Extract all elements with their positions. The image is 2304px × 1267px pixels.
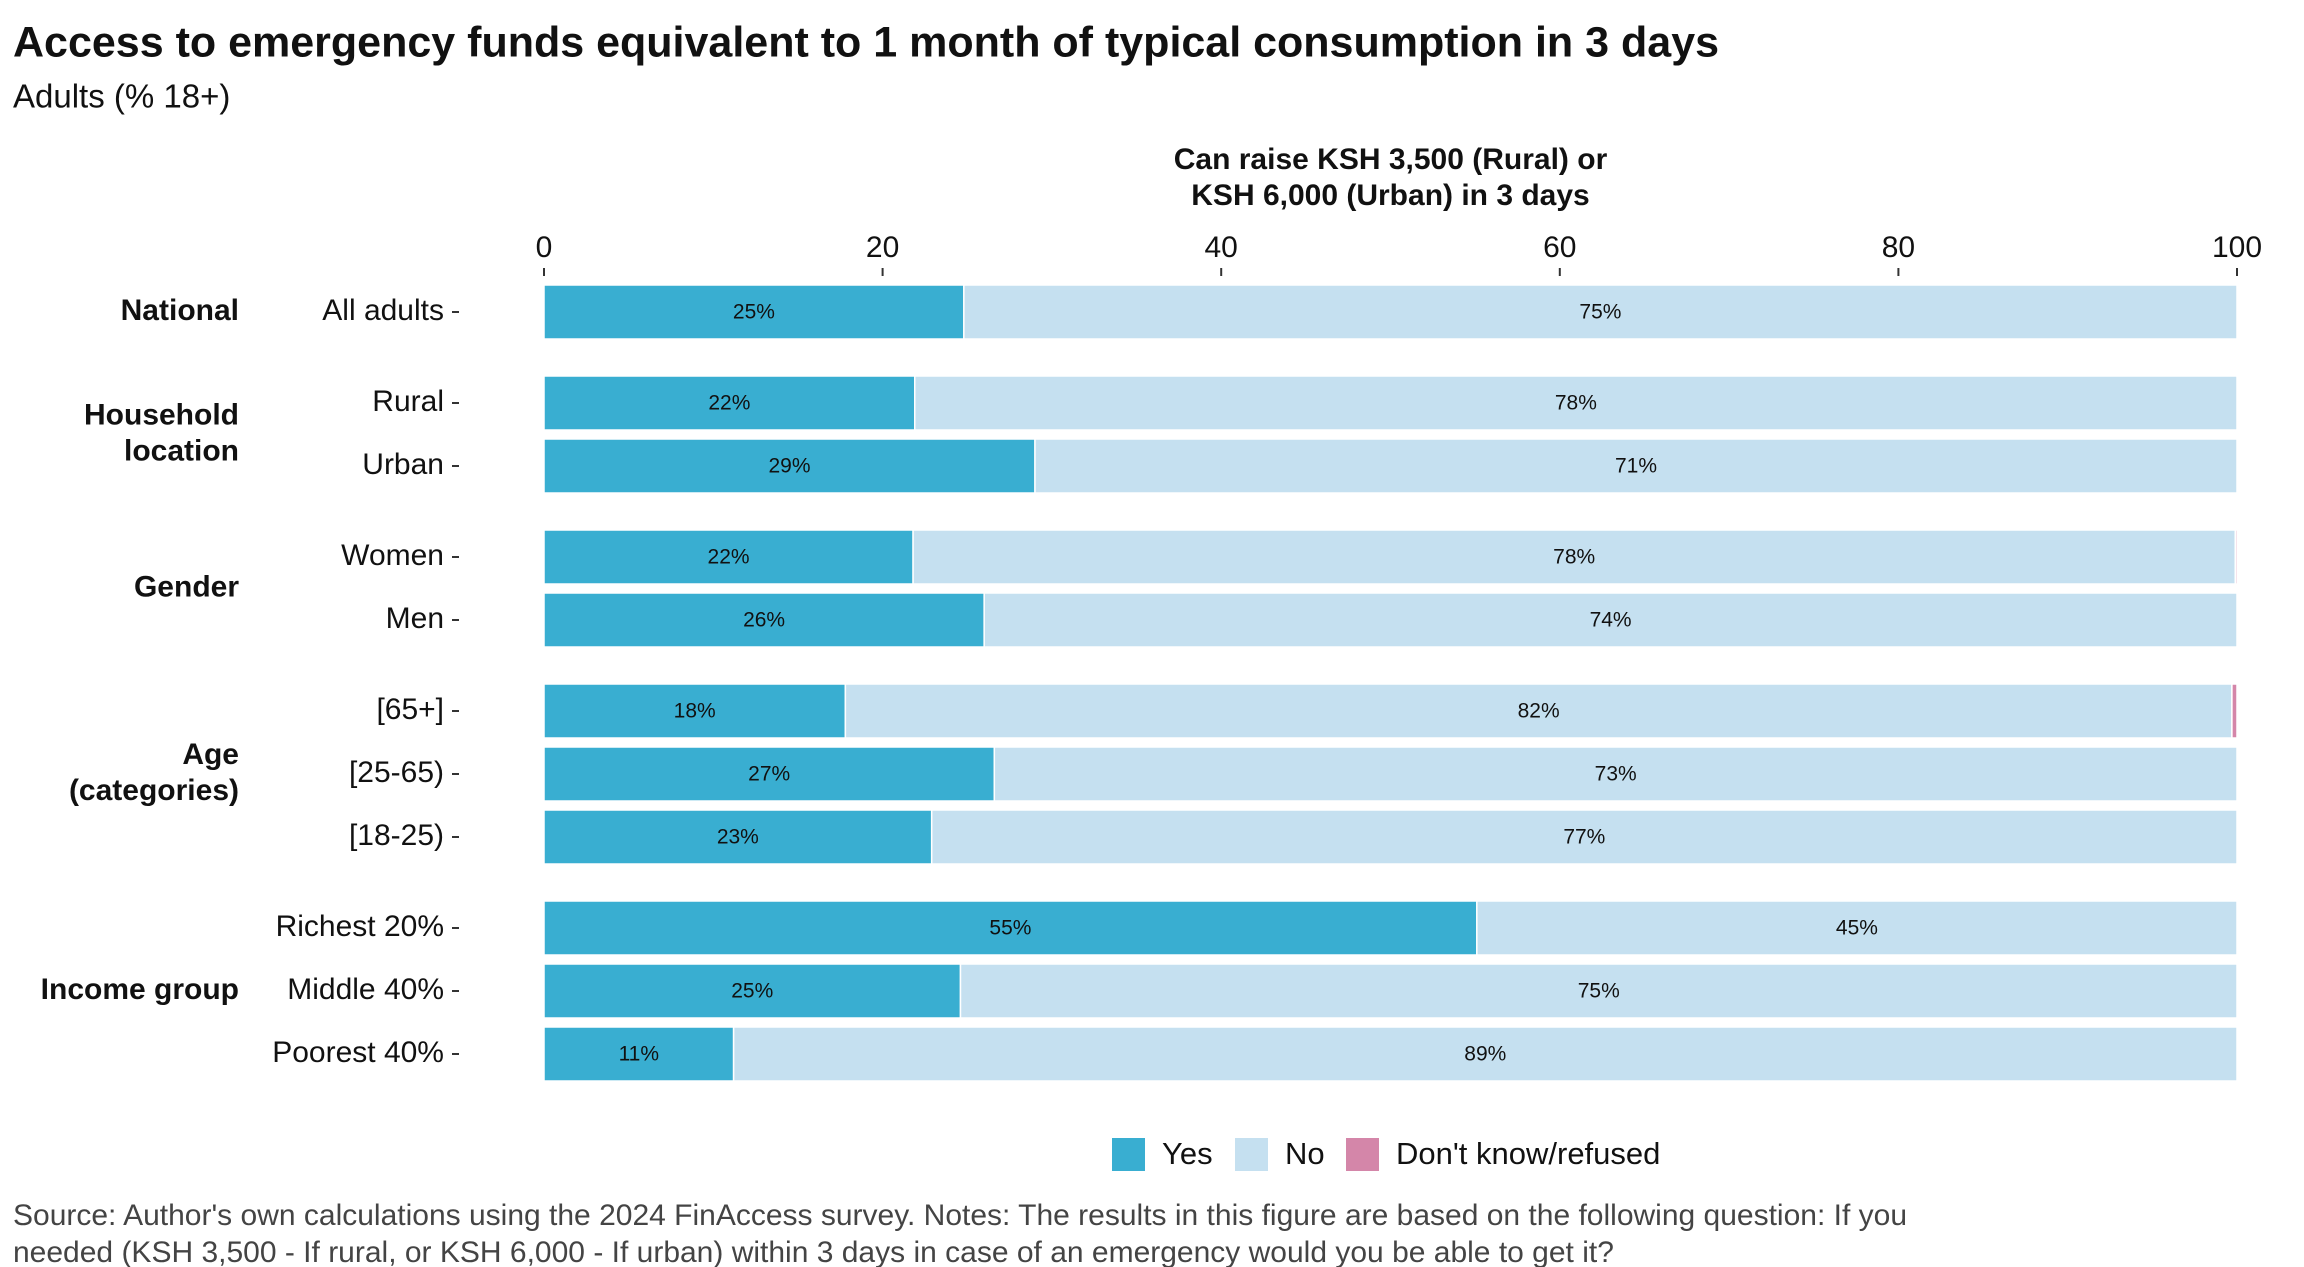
bar-segment bbox=[543, 529, 914, 585]
bar-segment bbox=[543, 746, 996, 802]
bar-label: 45% bbox=[1836, 917, 1878, 940]
y-tick-label: Women bbox=[341, 539, 444, 572]
x-tick-label: 20 bbox=[866, 231, 899, 264]
bar-label: 73% bbox=[1595, 763, 1637, 786]
x-tick-label: 80 bbox=[1882, 231, 1915, 264]
group-label: location bbox=[124, 434, 239, 467]
group-label: Income group bbox=[41, 973, 239, 1006]
bar-segment bbox=[914, 375, 2238, 431]
bar-label: 74% bbox=[1590, 609, 1632, 632]
group-label: Age bbox=[182, 738, 239, 771]
y-tick-label: [25-65) bbox=[349, 756, 444, 789]
y-tick-label: All adults bbox=[322, 294, 444, 327]
bar-label: 55% bbox=[989, 917, 1031, 940]
chart-subtitle: Adults (% 18+) bbox=[13, 78, 230, 115]
bar-label: 82% bbox=[1518, 700, 1560, 723]
y-tick-label: Rural bbox=[372, 385, 444, 418]
bar-segment bbox=[543, 284, 965, 340]
bar-segment bbox=[983, 592, 2238, 648]
group-label: National bbox=[121, 294, 239, 327]
bar-label: 78% bbox=[1553, 546, 1595, 569]
bar-segment bbox=[543, 438, 1036, 494]
y-tick-label: Middle 40% bbox=[287, 973, 444, 1006]
bar-label: 27% bbox=[748, 763, 790, 786]
bar-segment bbox=[912, 529, 2237, 585]
bar-label: 26% bbox=[743, 609, 785, 632]
bar-segment bbox=[993, 746, 2238, 802]
bar-label: 71% bbox=[1615, 455, 1657, 478]
bar-label: 75% bbox=[1578, 980, 1620, 1003]
bar-label: 23% bbox=[717, 826, 759, 849]
bar-segment bbox=[1034, 438, 2238, 494]
x-axis-title: KSH 6,000 (Urban) in 3 days bbox=[1191, 179, 1589, 212]
bar-label: 77% bbox=[1563, 826, 1605, 849]
x-tick-label: 0 bbox=[536, 231, 553, 264]
y-tick-label: [65+] bbox=[376, 693, 444, 726]
legend-swatch bbox=[1112, 1138, 1145, 1171]
y-tick-label: Men bbox=[386, 602, 444, 635]
bar-segment bbox=[1476, 900, 2238, 956]
bar-segment bbox=[543, 592, 985, 648]
source-note: needed (KSH 3,500 - If rural, or KSH 6,0… bbox=[13, 1236, 1614, 1267]
group-label: Household bbox=[84, 398, 239, 431]
bar-segment bbox=[543, 900, 1478, 956]
bar-label: 75% bbox=[1579, 301, 1621, 324]
bar-label: 11% bbox=[619, 1043, 659, 1066]
bar-label: 25% bbox=[731, 980, 773, 1003]
bar-label: 18% bbox=[674, 700, 716, 723]
y-tick-label: Poorest 40% bbox=[272, 1036, 444, 1069]
bar-segment bbox=[963, 284, 2238, 340]
bar-label: 78% bbox=[1555, 392, 1597, 415]
bar-segment bbox=[959, 963, 2238, 1019]
bar-segment bbox=[844, 683, 2233, 739]
legend-swatch bbox=[1235, 1138, 1268, 1171]
x-tick-label: 60 bbox=[1543, 231, 1576, 264]
bar-segment bbox=[543, 963, 962, 1019]
bar-segment bbox=[930, 809, 2238, 865]
bar-segment bbox=[543, 1026, 735, 1082]
legend-label: No bbox=[1285, 1136, 1325, 1171]
y-tick-label: Urban bbox=[362, 448, 444, 481]
y-tick-label: Richest 20% bbox=[276, 910, 444, 943]
bar-label: 29% bbox=[768, 455, 810, 478]
group-label: (categories) bbox=[69, 774, 239, 807]
x-tick-label: 40 bbox=[1205, 231, 1238, 264]
x-axis-title: Can raise KSH 3,500 (Rural) or bbox=[1174, 143, 1608, 176]
bar-segment bbox=[2234, 529, 2238, 585]
legend-label: Yes bbox=[1162, 1136, 1213, 1171]
chart-title: Access to emergency funds equivalent to … bbox=[13, 18, 1719, 66]
bar-label: 22% bbox=[708, 392, 750, 415]
bar-label: 89% bbox=[1464, 1043, 1506, 1066]
bar-segment bbox=[543, 809, 933, 865]
legend-swatch bbox=[1346, 1138, 1379, 1171]
bar-label: 25% bbox=[733, 301, 775, 324]
y-tick-label: [18-25) bbox=[349, 819, 444, 852]
bar-segment bbox=[2231, 683, 2238, 739]
source-note: Source: Author's own calculations using … bbox=[13, 1199, 1907, 1232]
legend-label: Don't know/refused bbox=[1396, 1136, 1660, 1171]
group-label: Gender bbox=[134, 570, 239, 603]
bar-label: 22% bbox=[708, 546, 750, 569]
bar-segment bbox=[543, 683, 847, 739]
x-tick-label: 100 bbox=[2212, 231, 2262, 264]
bar-segment bbox=[732, 1026, 2238, 1082]
